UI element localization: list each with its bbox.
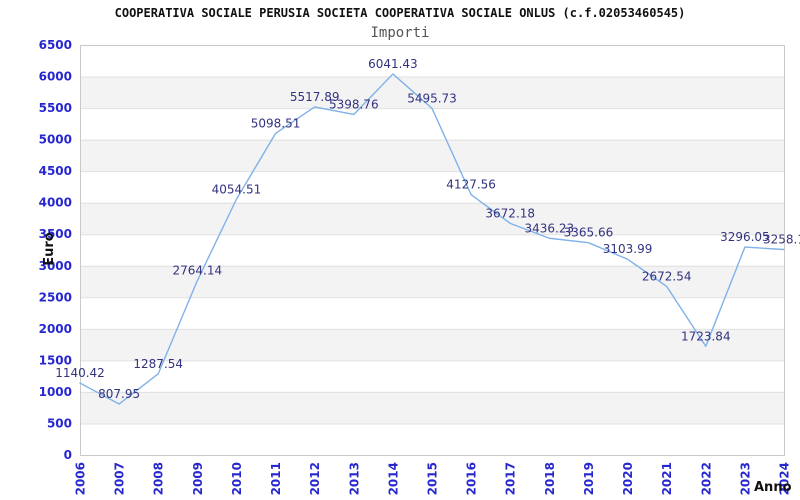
x-tick-label: 2006 (74, 462, 88, 495)
data-point-label: 5517.89 (290, 90, 340, 104)
data-point-label: 1287.54 (133, 357, 183, 371)
x-tick-label: 2010 (230, 462, 244, 495)
y-tick-label: 1500 (39, 353, 72, 367)
y-tick-label: 1000 (39, 385, 72, 399)
x-tick-label: 2022 (699, 462, 713, 495)
plot-band (80, 202, 784, 235)
x-tick-label: 2019 (582, 462, 596, 495)
line-series (79, 73, 785, 405)
y-tick-label: 3000 (39, 259, 72, 273)
data-point-label: 5495.73 (407, 91, 457, 105)
chart-plot-area: 0 500 1000 1500 2000 2500 3000 3500 4000 4500 5000… (39, 38, 800, 495)
y-tick-label: 5500 (39, 101, 72, 115)
plot-band (80, 139, 784, 172)
y-tick-label: 4000 (39, 196, 72, 210)
x-tick-label: 2013 (347, 462, 361, 495)
data-point-label: 3365.66 (564, 226, 614, 240)
chart-subtitle: Importi (370, 25, 430, 41)
y-tick-label: 4500 (39, 164, 72, 178)
y-tick-label: 3500 (39, 227, 72, 241)
y-tick-label: 6500 (39, 38, 72, 52)
data-point-label: 5398.76 (329, 97, 379, 111)
y-tick-label: 6000 (39, 70, 72, 84)
data-point-label: 1723.84 (681, 329, 731, 343)
data-point-label: 3296.05 (720, 230, 770, 244)
x-tick-label: 2014 (386, 462, 400, 495)
data-point-label: 2764.14 (173, 264, 223, 278)
plot-band (80, 391, 784, 424)
x-tick-label: 2012 (308, 462, 322, 495)
x-tick-label: 2009 (191, 462, 205, 495)
x-tick-label: 2008 (152, 462, 166, 495)
x-tick-label: 2011 (269, 462, 283, 495)
plot-border (80, 45, 785, 456)
data-point-label: 4054.51 (212, 182, 262, 196)
data-point-label: 3258.1 (763, 232, 800, 246)
y-tick-label: 2000 (39, 322, 72, 336)
x-axis-title: Anno (754, 480, 792, 495)
x-tick-label: 2017 (504, 462, 518, 495)
data-point-label: 3103.99 (603, 242, 653, 256)
y-tick-label: 500 (47, 416, 72, 430)
x-tick-label: 2015 (426, 462, 440, 495)
data-point-label: 6041.43 (368, 57, 418, 71)
y-tick-label: 0 (64, 448, 72, 462)
chart-title: COOPERATIVA SOCIALE PERUSIA SOCIETA COOP… (114, 6, 686, 20)
x-tick-label: 2021 (660, 462, 674, 495)
data-point-label: 5098.51 (251, 116, 301, 130)
y-tick-label: 5000 (39, 133, 72, 147)
data-point-label: 4127.56 (446, 178, 496, 192)
data-point-label: 1140.42 (55, 366, 105, 380)
plot-band (80, 76, 784, 109)
plot-band (80, 328, 784, 361)
x-tick-label: 2024 (778, 462, 792, 495)
data-point-label: 2672.54 (642, 269, 692, 283)
data-point-label: 3672.18 (485, 206, 535, 220)
data-point-label: 3436.23 (525, 221, 575, 235)
x-tick-label: 2020 (621, 462, 635, 495)
x-tick-label: 2016 (465, 462, 479, 495)
x-tick-label: 2023 (738, 462, 752, 495)
x-tick-label: 2018 (543, 462, 557, 495)
data-point-label: 807.95 (98, 387, 140, 401)
x-tick-label: 2007 (113, 462, 127, 495)
y-tick-label: 2500 (39, 290, 72, 304)
y-axis-title: Euro (42, 232, 57, 266)
